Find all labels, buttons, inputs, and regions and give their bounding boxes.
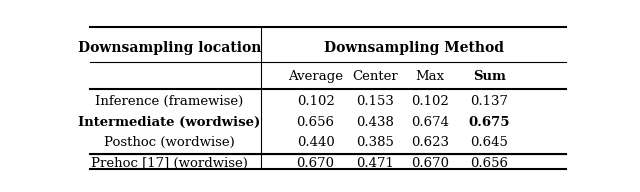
Text: 0.438: 0.438 — [356, 116, 394, 129]
Text: Downsampling Method: Downsampling Method — [324, 41, 504, 55]
Text: Inference (framewise): Inference (framewise) — [95, 95, 243, 108]
Text: Intermediate (wordwise): Intermediate (wordwise) — [78, 116, 260, 129]
Text: 0.137: 0.137 — [470, 95, 508, 108]
Text: 0.670: 0.670 — [296, 157, 335, 170]
Text: 0.471: 0.471 — [356, 157, 394, 170]
Text: Average: Average — [288, 70, 343, 83]
Text: 0.645: 0.645 — [470, 136, 508, 149]
Text: Sum: Sum — [473, 70, 506, 83]
Text: 0.674: 0.674 — [411, 116, 449, 129]
Text: 0.623: 0.623 — [411, 136, 449, 149]
Text: Center: Center — [352, 70, 398, 83]
Text: 0.385: 0.385 — [356, 136, 394, 149]
Text: 0.440: 0.440 — [297, 136, 335, 149]
Text: 0.670: 0.670 — [411, 157, 449, 170]
Text: Downsampling location: Downsampling location — [77, 41, 261, 55]
Text: Posthoc (wordwise): Posthoc (wordwise) — [104, 136, 235, 149]
Text: 0.656: 0.656 — [470, 157, 508, 170]
Text: 0.675: 0.675 — [468, 116, 510, 129]
Text: Max: Max — [415, 70, 444, 83]
Text: 0.102: 0.102 — [297, 95, 335, 108]
Text: Prehoc [17] (wordwise): Prehoc [17] (wordwise) — [91, 157, 248, 170]
Text: 0.153: 0.153 — [356, 95, 394, 108]
Text: 0.656: 0.656 — [296, 116, 335, 129]
Text: 0.102: 0.102 — [411, 95, 449, 108]
